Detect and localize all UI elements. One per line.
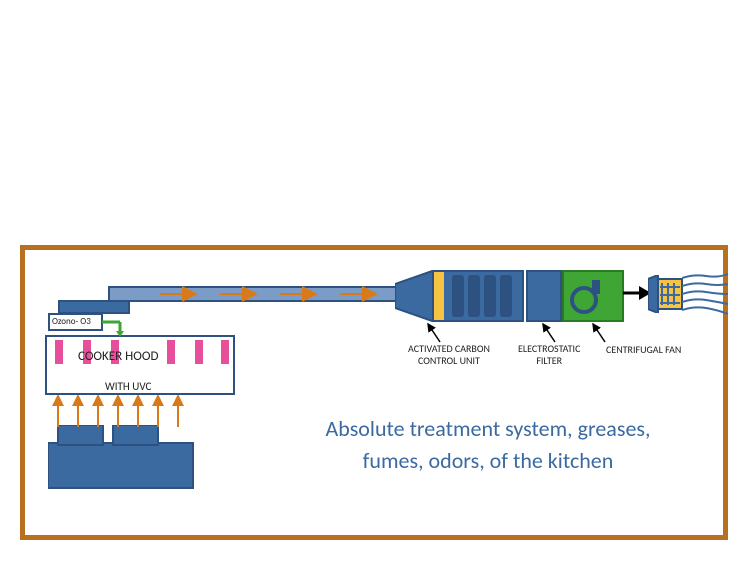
carbon-label-l2: CONTROL UNIT	[418, 354, 480, 367]
title-l1: Absolute treatment system, greases,	[326, 415, 651, 442]
ozone-connector	[100, 317, 130, 337]
duct-top	[58, 300, 130, 314]
fan-label: CENTRIFUGAL FAN	[606, 343, 681, 356]
electro-label: ELECTROSTATIC FILTER	[518, 343, 580, 367]
ozone-label: Ozono- O3	[52, 316, 91, 327]
electrostatic-unit	[526, 270, 562, 322]
diagram-title: Absolute treatment system, greases, fume…	[268, 413, 708, 477]
electro-label-l2: FILTER	[536, 354, 562, 367]
hood-label: COOKER HOOD	[78, 349, 158, 364]
duct-arrows	[150, 284, 400, 304]
title-l2: fumes, odors, of the kitchen	[363, 447, 614, 474]
cooker-block	[48, 425, 198, 491]
carbon-unit	[432, 270, 524, 322]
fan-unit	[562, 270, 624, 322]
uvc-label: WITH UVC	[105, 380, 151, 393]
carbon-label: ACTIVATED CARBON CONTROL UNIT	[408, 343, 490, 367]
exhaust-lines	[682, 272, 732, 320]
rising-arrows	[45, 395, 245, 430]
